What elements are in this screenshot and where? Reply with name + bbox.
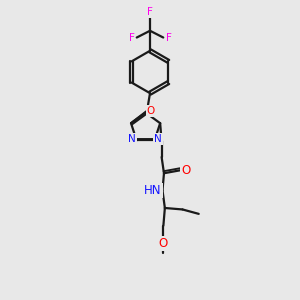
Text: N: N: [154, 134, 162, 144]
Text: O: O: [182, 164, 191, 177]
Text: F: F: [128, 32, 134, 43]
Text: F: F: [166, 32, 172, 43]
Text: O: O: [159, 237, 168, 250]
Text: N: N: [128, 134, 136, 144]
Text: F: F: [147, 8, 153, 17]
Text: O: O: [147, 106, 155, 116]
Text: HN: HN: [144, 184, 162, 197]
